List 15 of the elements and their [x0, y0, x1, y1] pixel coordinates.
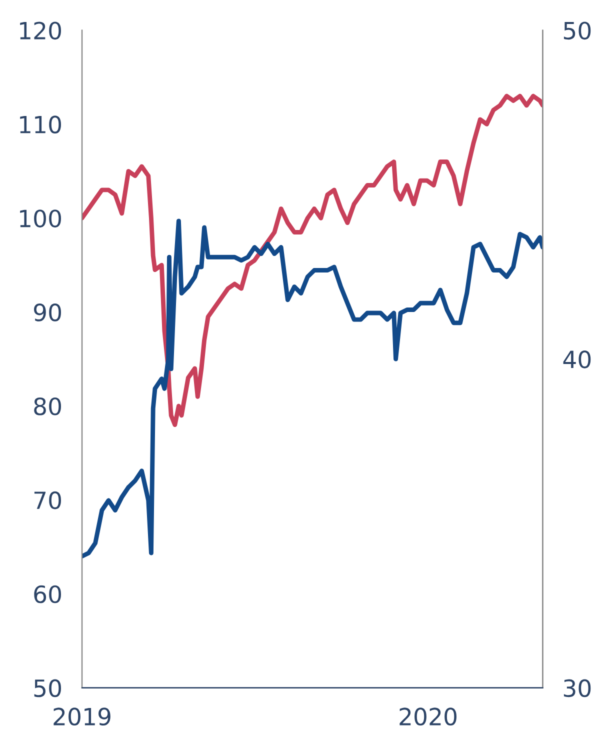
y-tick-label: 90 [34, 304, 61, 322]
y2-tick-label: 50 [564, 22, 591, 40]
y-tick-label: 110 [20, 116, 61, 134]
y-tick-label: 80 [34, 397, 61, 416]
y2-tick-label: 40 [563, 350, 591, 368]
y-tick-label: 100 [20, 210, 61, 228]
line-series [82, 218, 543, 559]
y-tick-label: 120 [20, 22, 61, 40]
y-tick-label: 70 [34, 491, 61, 510]
y2-tick-label: 30 [564, 679, 591, 698]
x-tick-label: 2019 [54, 708, 110, 726]
y-tick-label: 50 [34, 679, 61, 698]
y-tick-label: 60 [34, 585, 61, 604]
line-series [82, 94, 543, 428]
x-tick-label: 2020 [400, 708, 456, 726]
